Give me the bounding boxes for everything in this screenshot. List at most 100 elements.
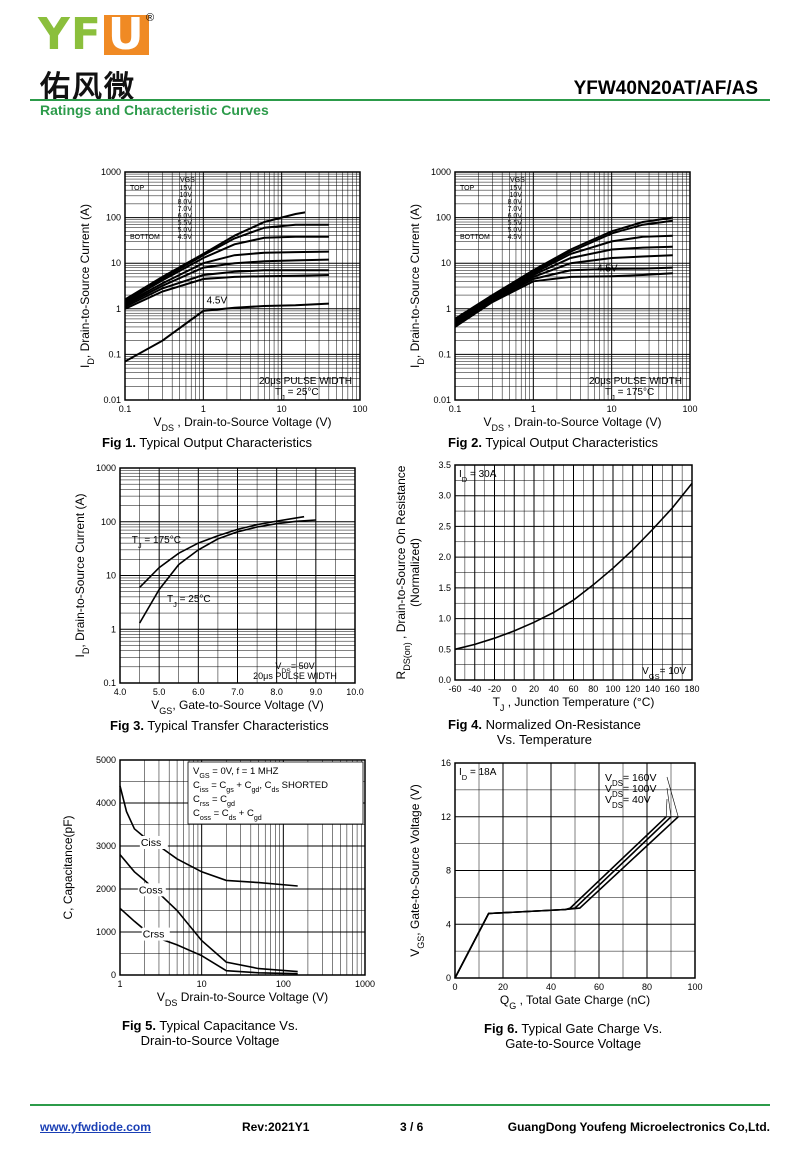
fig2-xlabel: VDS , Drain-to-Source Voltage (V) — [484, 415, 662, 433]
fig6-series-line — [454, 816, 667, 979]
fig4-chart: -60 -40 -20 0 20 40 60 80 100 120 140 160 180 0.0 0.5 1… — [394, 460, 700, 713]
fig2-series-line — [454, 266, 673, 327]
fig1-legend-item: 8.0V — [178, 199, 193, 206]
fig4-xtick-label: 160 — [665, 684, 680, 694]
fig2-legend-top: TOP — [460, 185, 475, 192]
fig2-note-pulse: 20μs PULSE WIDTH — [589, 376, 682, 387]
fig2-legend-item: 8.0V — [508, 199, 523, 206]
fig4-ytick-label: 0.0 — [438, 675, 451, 685]
fig1-series-line — [124, 274, 329, 310]
page-number: 3 / 6 — [400, 1120, 424, 1134]
fig3-ytick-label: 100 — [101, 517, 116, 527]
fig5-xlabel: VDS Drain-to-Source Voltage (V) — [157, 990, 328, 1008]
fig1-legend-bottom: BOTTOM — [130, 234, 160, 241]
fig4-series-line — [454, 482, 693, 651]
fig3-xtick-label: 9.0 — [310, 687, 323, 697]
fig2-legend-item: 4.5V — [508, 234, 523, 241]
fig6-plot-frame — [454, 762, 696, 979]
fig1-legend-top: TOP — [130, 185, 145, 192]
fig4-grid — [454, 464, 693, 681]
fig2-legend-item: 10V — [510, 192, 523, 199]
fig6-legend-item: VDS= 160V — [605, 772, 657, 788]
fig5-ytick-label: 5000 — [96, 755, 116, 765]
fig1-legend-item: 4.5V — [178, 234, 193, 241]
fig3-xtick-label: 10.0 — [346, 687, 364, 697]
fig2-note-tj: TJ = 175°C — [605, 387, 654, 402]
fig4-xtick-label: 120 — [625, 684, 640, 694]
fig6-xtick-label: 20 — [498, 982, 508, 992]
fig5-ytick-label: 2000 — [96, 884, 116, 894]
fig5-xtick-label: 100 — [276, 979, 291, 989]
fig4-xtick-label: 20 — [529, 684, 539, 694]
fig5-note-line: Ciss = Cgs + Cgd, Cds SHORTED — [193, 780, 328, 794]
fig1-series-line — [124, 235, 329, 303]
fig5-caption-text2: Drain-to-Source Voltage — [140, 1033, 280, 1048]
fig6-xlabel: QG , Total Gate Charge (nC) — [500, 993, 650, 1011]
section-title: Ratings and Characteristic Curves — [40, 102, 269, 118]
fig1-ytick-label: 0.01 — [103, 395, 121, 405]
fig5-note-line: Crss = Cgd — [193, 794, 235, 808]
fig3-xlabel: VGS, Gate-to-Source Voltage (V) — [151, 698, 323, 716]
fig3-series-label-175: TJ = 175°C — [132, 535, 181, 550]
fig2-ylabel: ID, Drain-to-Source Current (A) — [408, 204, 426, 368]
fig4-ytick-label: 2.0 — [438, 552, 451, 562]
footer-rule — [30, 1104, 770, 1106]
fig4-xtick-label: 60 — [568, 684, 578, 694]
fig5-ytick-label: 4000 — [96, 798, 116, 808]
fig3-caption: Fig 3. Typical Transfer Characteristics — [110, 718, 329, 733]
fig6-legend-leader — [666, 776, 679, 817]
fig4-xtick-label: 40 — [549, 684, 559, 694]
fig5-ytick-label: 0 — [111, 970, 116, 980]
fig3-ytick-label: 1000 — [96, 463, 116, 473]
fig2-xtick-label: 100 — [682, 404, 697, 414]
fig1-legend-item: 6.0V — [178, 213, 193, 220]
fig1-legend-vgs: VGS — [180, 177, 195, 184]
fig1-caption-num: Fig 1. — [102, 435, 136, 450]
fig4-xtick-label: -60 — [448, 684, 461, 694]
fig4-plot-frame — [454, 464, 693, 681]
fig1-xlabel: VDS , Drain-to-Source Voltage (V) — [154, 415, 332, 433]
fig4-xlabel: TJ , Junction Temperature (°C) — [493, 695, 655, 713]
fig2-series-line — [454, 254, 673, 326]
fig4-ytick-label: 3.5 — [438, 460, 451, 470]
company-logo: YF U ® 佑风微 — [38, 12, 168, 106]
fig6-legend-item: VDS= 100V — [605, 783, 657, 799]
fig1-legend-item: 15V — [180, 185, 193, 192]
fig6-xtick-label: 0 — [452, 982, 457, 992]
fig3-plot-frame — [119, 467, 356, 684]
fig3-chart: 4.0 5.0 6.0 7.0 8.0 9.0 10.0 0.1 1 10 100 1000 VGS, … — [73, 463, 364, 716]
fig4-note-id: ID = 30A — [459, 469, 497, 484]
logo-mark: YF U — [38, 12, 149, 58]
fig5-ytick-label: 1000 — [96, 927, 116, 937]
fig2-legend-item: 7.0V — [508, 206, 523, 213]
fig6-grid — [454, 762, 696, 979]
fig2-ytick-label: 1 — [446, 304, 451, 314]
fig2-legend-bottom: BOTTOM — [460, 234, 490, 241]
fig2-legend-item: 5.0V — [508, 227, 523, 234]
fig4-ylabel: RDS(on) , Drain-to-Source On Resistance — [394, 465, 412, 679]
fig1-series-label: 4.5V — [207, 296, 228, 307]
fig1-legend-item: 5.5V — [178, 220, 193, 227]
website-link[interactable]: www.yfwdiode.com — [40, 1120, 151, 1134]
fig2-xtick-label: 0.1 — [449, 404, 462, 414]
fig4-xtick-label: 180 — [684, 684, 699, 694]
fig1-legend-item: 5.0V — [178, 227, 193, 234]
fig3-xtick-label: 7.0 — [231, 687, 244, 697]
fig1-ylabel: ID, Drain-to-Source Current (A) — [78, 204, 96, 368]
fig1-ytick-label: 1000 — [101, 167, 121, 177]
fig4-ytick-label: 1.5 — [438, 583, 451, 593]
registered-mark: ® — [146, 12, 155, 24]
fig6-ytick-label: 8 — [446, 866, 451, 876]
fig2-caption-text: Typical Output Characteristics — [485, 435, 659, 450]
fig6-ytick-label: 16 — [441, 758, 451, 768]
fig4-ytick-label: 2.5 — [438, 521, 451, 531]
fig5-series-line — [119, 854, 298, 973]
fig5-series-label-bg — [141, 927, 170, 941]
fig3-note-vds: VDS= 50V — [275, 661, 314, 675]
fig6-xtick-label: 60 — [594, 982, 604, 992]
fig5-note-line: Coss = Cds + Cgd — [193, 808, 262, 822]
fig1-legend-item: 7.0V — [178, 206, 193, 213]
fig2-series-label: 4.5V — [597, 264, 618, 275]
fig4-caption: Fig 4. Normalized On-Resistance Vs. Temp… — [448, 717, 641, 747]
